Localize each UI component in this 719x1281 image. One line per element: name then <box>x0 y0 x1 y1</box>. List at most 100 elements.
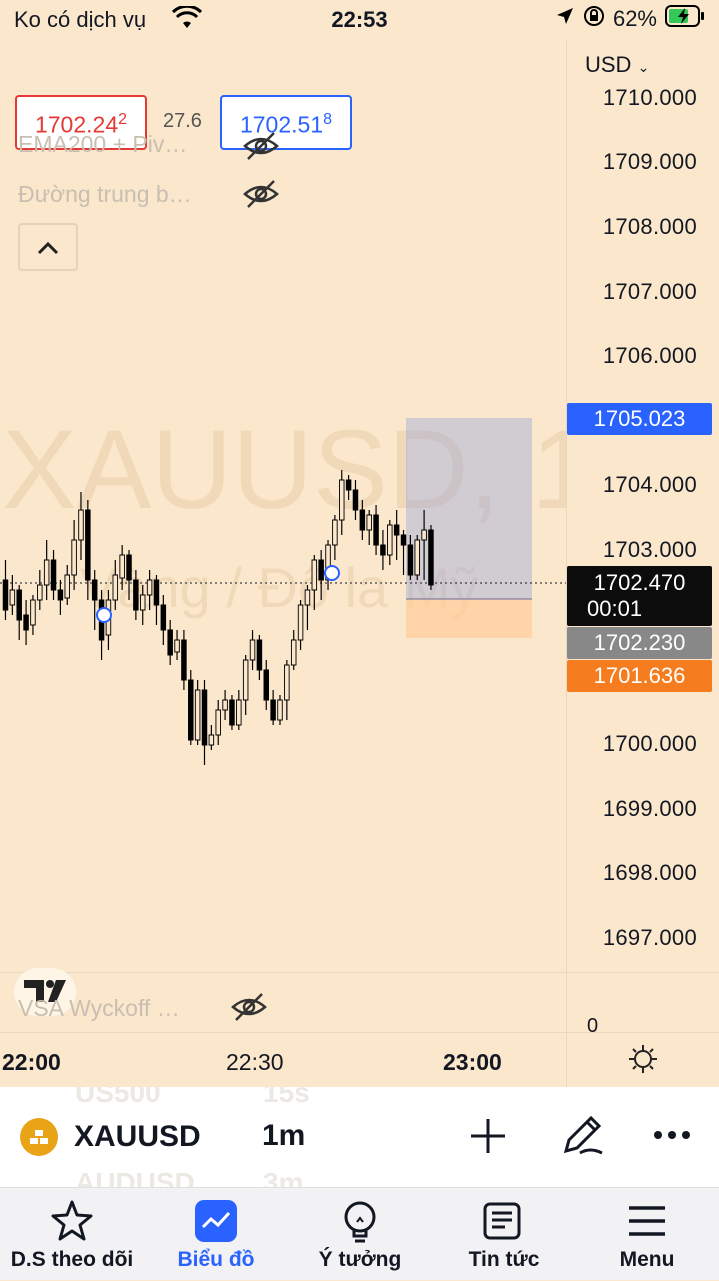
tab-label: Menu <box>619 1248 675 1271</box>
bar-countdown: 00:01 <box>587 596 643 621</box>
lightbulb-icon <box>344 1201 376 1243</box>
pane-divider-axis <box>567 1032 719 1033</box>
tab-menu[interactable]: Menu <box>575 1188 719 1281</box>
eye-hidden-icon[interactable] <box>242 130 280 167</box>
sell-price-small: 2 <box>118 111 128 128</box>
tab-news[interactable]: Tin tức <box>432 1188 576 1281</box>
candle-body <box>126 554 132 581</box>
plus-icon[interactable] <box>468 1116 508 1161</box>
candle-body <box>43 559 50 586</box>
candle-body <box>222 699 228 711</box>
tradingview-logo-icon <box>14 968 76 1016</box>
price-tick: 1706.000 <box>602 343 697 368</box>
interval-selector[interactable]: 1m <box>262 1119 306 1152</box>
candle-body <box>325 544 331 581</box>
ghost-interval-above: 15s <box>263 1087 310 1108</box>
pane-divider-axis <box>567 972 719 973</box>
candle-body <box>23 614 29 631</box>
price-tick: 1697.000 <box>602 925 697 950</box>
indicator-legend-vsa[interactable]: VSA Wyckoff … <box>18 995 180 1021</box>
candle-body <box>85 509 91 581</box>
candle-body <box>201 689 208 746</box>
chart-canvas[interactable]: XAUUSD, 1 Vàng / Đô la Mỹ 1702.242 27.6 … <box>0 40 567 1032</box>
candle-body <box>421 529 427 541</box>
tab-label: D.S theo dõi <box>10 1248 134 1271</box>
time-tick: 22:30 <box>226 1049 284 1075</box>
wifi-icon <box>171 4 203 36</box>
bid-price-label: 1702.230 <box>567 627 712 659</box>
candle-body <box>112 574 119 601</box>
price-tick: 1710.000 <box>602 85 697 110</box>
candle-body <box>236 699 242 726</box>
status-bar: Ko có dịch vụ 22:53 62% <box>0 0 719 40</box>
candle-body <box>174 639 180 653</box>
candle-body <box>414 539 420 576</box>
candle-body <box>387 524 393 556</box>
candle-body <box>9 589 16 606</box>
symbol-selector[interactable]: XAUUSD <box>20 1114 201 1160</box>
candle-body <box>345 479 352 491</box>
eye-hidden-icon[interactable] <box>230 991 268 1028</box>
currency-label: USD <box>585 52 632 77</box>
candle-body <box>277 699 283 721</box>
ghost-symbol-above: US500 <box>75 1087 161 1108</box>
candle-body <box>208 734 215 746</box>
candle-body <box>428 529 434 586</box>
currency-selector[interactable]: USD ⌄ <box>585 52 649 78</box>
candle-body <box>167 629 173 656</box>
symbol-toolbar: US500 15s AUDUSD 3m XAUUSD 1m <box>0 1087 719 1187</box>
price-axis[interactable]: USD ⌄ 1710.000 1709.000 1708.000 1707.00… <box>566 40 719 1087</box>
spread-value: 27.6 <box>163 110 202 132</box>
gold-bars-icon <box>20 1118 58 1156</box>
candle-body <box>78 509 84 541</box>
candle-body <box>263 669 270 701</box>
candle-body <box>16 589 22 621</box>
candle-body <box>119 554 125 579</box>
indicator-legend-ma[interactable]: Đường trung b… <box>18 181 192 207</box>
eye-hidden-icon[interactable] <box>242 178 280 215</box>
more-options-icon[interactable] <box>652 1125 692 1150</box>
price-tick: 1708.000 <box>602 214 697 239</box>
price-tick: 1707.000 <box>602 279 697 304</box>
candle-body <box>366 514 372 531</box>
chart-icon <box>195 1200 237 1242</box>
buy-price: 1702.51 <box>239 111 324 138</box>
sell-price-button[interactable]: 1702.242 <box>15 95 147 150</box>
orientation-lock-icon <box>583 5 605 33</box>
time-tick: 22:00 <box>2 1049 61 1075</box>
candle-body <box>270 699 276 721</box>
candle-body <box>284 664 290 701</box>
candle-body <box>242 659 249 701</box>
buy-price-small: 8 <box>323 111 333 128</box>
hamburger-menu-icon <box>629 1206 665 1236</box>
indicator-legend-ema[interactable]: EMA200 + Piv… <box>18 131 188 157</box>
sell-price: 1702.24 <box>34 111 119 138</box>
candle-body <box>249 639 256 661</box>
candle-body <box>71 539 77 576</box>
time-axis[interactable]: 22:00 22:30 23:00 <box>0 1032 567 1087</box>
collapse-legend-button[interactable] <box>18 223 78 271</box>
pane-divider[interactable] <box>0 972 567 973</box>
candlestick-series <box>0 418 567 765</box>
candle-body <box>188 679 194 741</box>
position-stop-zone <box>406 599 532 638</box>
candle-body <box>359 509 366 531</box>
buy-price-button[interactable]: 1702.518 <box>220 95 352 150</box>
tab-chart[interactable]: Biểu đồ <box>144 1188 288 1281</box>
ghost-interval-below: 3m <box>263 1167 304 1187</box>
candle-body <box>407 544 414 576</box>
candle-body <box>400 534 407 546</box>
chart-settings-icon[interactable] <box>627 1043 659 1080</box>
candle-body <box>393 524 400 536</box>
candle-body <box>373 514 379 546</box>
candle-body <box>194 689 201 741</box>
candle-body <box>318 559 324 581</box>
tab-watchlist[interactable]: D.S theo dõi <box>0 1188 144 1281</box>
candle-body <box>133 579 139 611</box>
tab-label: Tin tức <box>468 1248 540 1271</box>
candle-body <box>91 579 98 601</box>
tab-ideas[interactable]: Ý tưởng <box>288 1188 432 1281</box>
drawing-tools-icon[interactable] <box>558 1111 606 1164</box>
price-tick: 1700.000 <box>602 731 697 756</box>
price-tick: 1699.000 <box>602 796 697 821</box>
